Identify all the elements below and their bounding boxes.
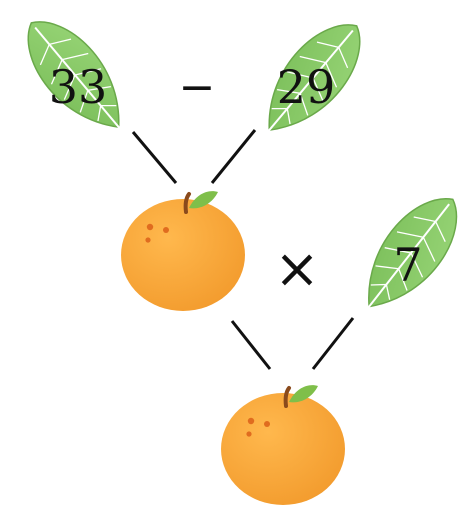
leaf-icon-top-right: [263, 24, 361, 137]
connector-line-right-bottom: [311, 317, 355, 370]
minus-operator: −: [178, 62, 216, 113]
connector-line-right-top: [210, 129, 257, 184]
connector-line-left-top: [131, 131, 178, 184]
connector-line-left-bottom: [230, 320, 272, 370]
orange-icon-bottom: [221, 385, 345, 505]
leaf-number-top-right: 29: [276, 60, 336, 114]
leaf-icon-top-left: [27, 21, 125, 134]
orange-icon-middle: [121, 191, 245, 311]
leaf-number-middle-right: 7: [393, 238, 423, 292]
leaf-number-top-left: 33: [48, 60, 108, 114]
leaf-icon-middle-right: [363, 197, 458, 314]
times-operator: ×: [274, 237, 320, 300]
